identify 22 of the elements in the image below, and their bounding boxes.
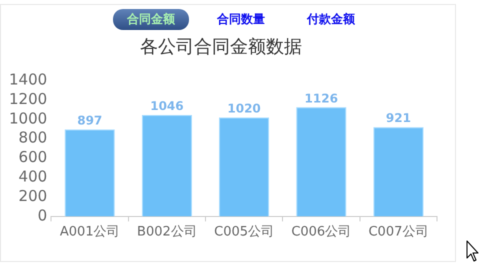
data-label: 1020 <box>227 102 261 116</box>
text: 付款金额 <box>293 9 369 30</box>
y-tick-label: 1400 <box>8 70 48 88</box>
x-tick-label: C005公司 <box>214 224 274 240</box>
x-tick-label: A001公司 <box>60 224 120 240</box>
x-tick-label: B002公司 <box>137 224 197 240</box>
y-tick-label: 400 <box>18 167 48 186</box>
data-label: 1046 <box>150 99 184 114</box>
y-tick-label: 1000 <box>8 109 48 128</box>
y-tick-label: 800 <box>18 128 48 147</box>
text: 合同金额 <box>113 9 189 30</box>
data-label: 897 <box>77 114 102 128</box>
y-tick-label: 1200 <box>8 90 48 108</box>
chart-title: 各公司合同金额数据 <box>140 36 302 58</box>
x-tick-label: C007公司 <box>368 224 428 240</box>
x-tick-label: C006公司 <box>291 224 352 240</box>
y-tick-label: 0 <box>38 206 48 224</box>
data-label: 921 <box>386 111 411 126</box>
y-tick-label: 200 <box>18 186 48 205</box>
text: 合同数量 <box>203 9 279 30</box>
y-tick-label: 600 <box>18 148 48 166</box>
data-label: 1126 <box>304 91 338 106</box>
